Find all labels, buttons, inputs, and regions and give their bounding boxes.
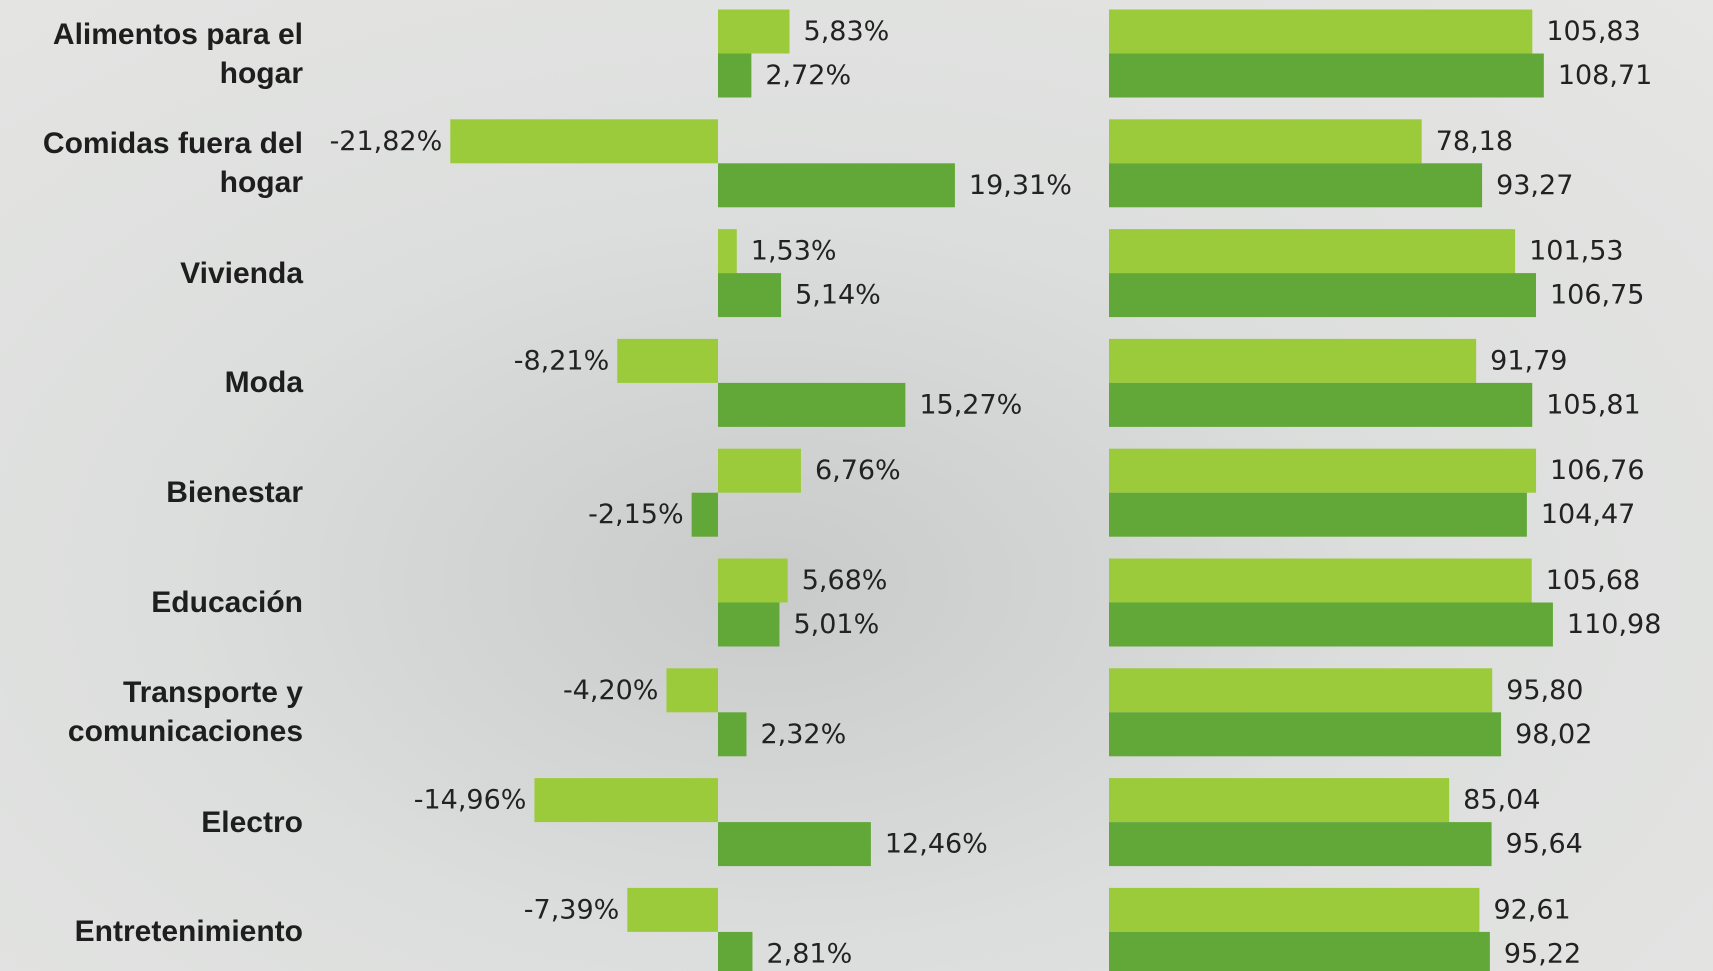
bar bbox=[1109, 382, 1533, 427]
bar bbox=[1109, 273, 1536, 318]
value-label: 5,83% bbox=[804, 16, 890, 47]
value-label: -2,15% bbox=[588, 499, 684, 530]
bar bbox=[534, 778, 718, 823]
bar bbox=[1109, 9, 1533, 54]
value-label: 106,76 bbox=[1550, 455, 1644, 486]
bar bbox=[718, 9, 790, 54]
value-label: 105,68 bbox=[1546, 565, 1640, 596]
category-text: Alimentos para el hogar bbox=[52, 17, 303, 90]
value-label: 5,14% bbox=[795, 280, 881, 311]
value-label: 101,53 bbox=[1529, 236, 1623, 267]
category-text: Bienestar bbox=[166, 476, 303, 510]
bar bbox=[1109, 712, 1502, 757]
bar bbox=[1109, 338, 1477, 383]
category-label: Bienestar bbox=[0, 448, 303, 538]
category-label: Educación bbox=[0, 558, 303, 648]
value-label: -21,82% bbox=[330, 126, 443, 157]
bar bbox=[718, 602, 780, 647]
value-label: 110,98 bbox=[1567, 609, 1661, 640]
bar bbox=[617, 338, 718, 383]
value-label: 93,27 bbox=[1496, 170, 1573, 201]
value-label: 15,27% bbox=[919, 389, 1022, 420]
value-label: 106,75 bbox=[1550, 280, 1644, 311]
category-text: Electro bbox=[201, 805, 303, 839]
value-label: -8,21% bbox=[514, 345, 610, 376]
category-label: Alimentos para el hogar bbox=[0, 9, 303, 99]
bar bbox=[718, 712, 747, 757]
value-label: 78,18 bbox=[1436, 126, 1513, 157]
bar bbox=[1109, 822, 1492, 867]
value-label: 95,80 bbox=[1506, 675, 1583, 706]
value-label: 6,76% bbox=[815, 455, 901, 486]
value-label: 92,61 bbox=[1493, 894, 1570, 925]
category-text: Entretenimiento bbox=[74, 915, 303, 949]
value-label: 108,71 bbox=[1558, 60, 1652, 91]
value-label: 5,01% bbox=[793, 609, 879, 640]
bar bbox=[691, 492, 718, 537]
category-label: Vivienda bbox=[0, 228, 303, 318]
category-label: Electro bbox=[0, 777, 303, 867]
bar bbox=[1109, 492, 1527, 537]
value-label: 85,04 bbox=[1463, 785, 1540, 816]
value-label: 104,47 bbox=[1541, 499, 1635, 530]
bar bbox=[1109, 119, 1422, 164]
bar bbox=[718, 382, 906, 427]
bar bbox=[1109, 887, 1480, 932]
category-label: Entretenimiento bbox=[0, 887, 303, 971]
value-label: 19,31% bbox=[969, 170, 1072, 201]
bar bbox=[627, 887, 718, 932]
bar bbox=[1109, 558, 1532, 603]
bar bbox=[1109, 53, 1544, 98]
bar bbox=[1109, 163, 1483, 208]
category-text: Vivienda bbox=[180, 256, 303, 290]
value-label: 5,68% bbox=[802, 565, 888, 596]
category-text: Educación bbox=[151, 586, 303, 619]
bar bbox=[1109, 778, 1450, 823]
category-label: Moda bbox=[0, 338, 303, 428]
value-label: -7,39% bbox=[524, 894, 620, 925]
value-label: 2,72% bbox=[765, 60, 851, 91]
value-label: 12,46% bbox=[885, 829, 988, 860]
bar bbox=[1109, 668, 1493, 713]
bar bbox=[1109, 602, 1553, 647]
category-text: Transporte y comunicaciones bbox=[67, 676, 303, 749]
value-label: 91,79 bbox=[1490, 345, 1567, 376]
value-label: 2,32% bbox=[760, 719, 846, 750]
value-label: 105,81 bbox=[1546, 389, 1640, 420]
value-label: 95,22 bbox=[1504, 938, 1581, 969]
bar bbox=[718, 558, 788, 603]
bar bbox=[718, 163, 955, 208]
value-label: 1,53% bbox=[751, 236, 837, 267]
bar bbox=[718, 229, 737, 274]
category-text: Comidas fuera del hogar bbox=[42, 127, 303, 200]
category-text: Moda bbox=[224, 366, 303, 400]
value-label: 2,81% bbox=[766, 938, 852, 969]
bar bbox=[718, 53, 752, 98]
bar bbox=[1109, 229, 1516, 274]
bar bbox=[450, 119, 718, 164]
bar bbox=[666, 668, 718, 713]
category-label: Comidas fuera del hogar bbox=[0, 118, 303, 208]
value-label: -4,20% bbox=[563, 675, 659, 706]
bar bbox=[718, 273, 782, 318]
value-label: -14,96% bbox=[414, 785, 527, 816]
bar bbox=[1109, 448, 1537, 493]
value-label: 98,02 bbox=[1515, 719, 1592, 750]
bar bbox=[718, 931, 753, 971]
bar bbox=[718, 448, 801, 493]
category-label: Transporte y comunicaciones bbox=[0, 667, 303, 757]
value-label: 95,64 bbox=[1506, 829, 1583, 860]
bar bbox=[1109, 931, 1490, 971]
bar bbox=[718, 822, 871, 867]
value-label: 105,83 bbox=[1546, 16, 1640, 47]
